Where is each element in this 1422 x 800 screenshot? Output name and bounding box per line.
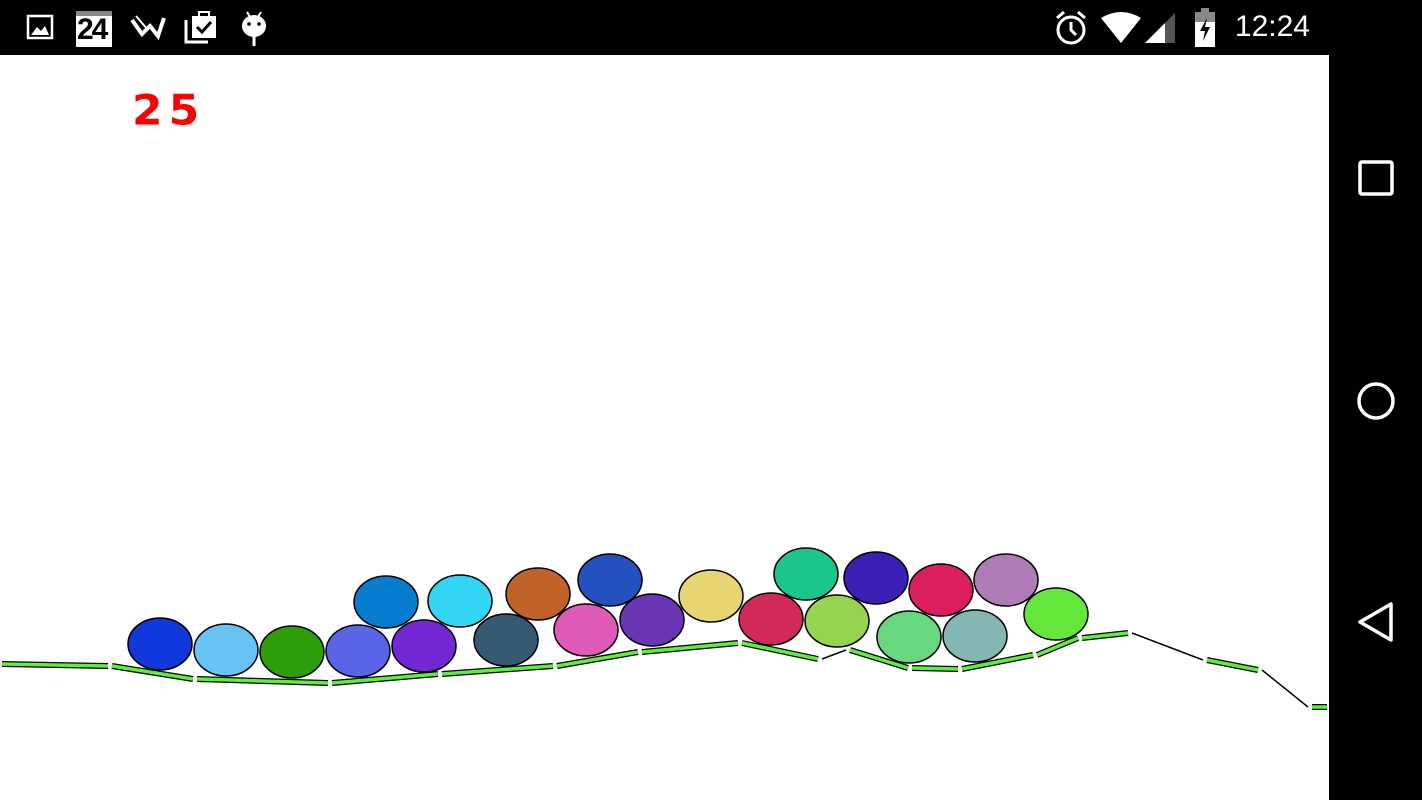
ball[interactable] [127, 617, 193, 671]
terrain-segment [821, 649, 847, 660]
terrain-segment [556, 649, 639, 669]
terrain-segment [641, 640, 739, 655]
ball[interactable] [773, 547, 839, 601]
ball[interactable] [325, 624, 391, 678]
calendar-icon: 24 [75, 8, 113, 48]
game-canvas[interactable]: 25 [0, 55, 1329, 800]
ball[interactable] [1023, 587, 1089, 641]
terrain-segment [331, 671, 439, 686]
terrain-segment [961, 652, 1034, 672]
terrain-segment [849, 647, 909, 671]
back-triangle-icon [1358, 602, 1393, 642]
terrain-segment [196, 676, 329, 686]
terrain-segment [1, 661, 109, 669]
cell-signal-icon [1143, 12, 1177, 44]
ball[interactable] [473, 613, 539, 667]
ball[interactable] [193, 623, 259, 677]
ball[interactable] [678, 569, 744, 623]
game-scene[interactable] [0, 55, 1329, 800]
calendar-day: 24 [77, 13, 108, 46]
terrain-segment [111, 663, 194, 682]
status-bar: 24 12:24 [0, 0, 1422, 55]
terrain-segment [1035, 635, 1080, 658]
score-counter: 25 [132, 86, 206, 135]
terrain-segment [1206, 657, 1259, 673]
ball[interactable] [942, 609, 1008, 663]
square-icon [1358, 160, 1394, 196]
terrain-segment [1131, 632, 1204, 661]
ball[interactable] [738, 592, 804, 646]
recents-button[interactable] [1351, 153, 1401, 203]
ball[interactable] [843, 551, 909, 605]
terrain-segment [1261, 669, 1309, 708]
android-icon [240, 10, 268, 48]
ball[interactable] [973, 553, 1039, 607]
ball[interactable] [577, 553, 643, 607]
back-button[interactable] [1351, 597, 1401, 647]
ball[interactable] [427, 574, 493, 628]
push-icon [128, 12, 166, 44]
alarm-icon [1054, 10, 1088, 46]
ball[interactable] [505, 567, 571, 621]
image-icon [26, 14, 54, 40]
navigation-bar [1329, 55, 1422, 800]
terrain-segment [441, 663, 554, 677]
clipboard-check-icon [184, 10, 218, 44]
wifi-icon [1100, 12, 1142, 44]
terrain-segment [1081, 630, 1129, 641]
battery-charging-icon [1194, 8, 1216, 48]
ball[interactable] [876, 610, 942, 664]
ball[interactable] [908, 563, 974, 617]
home-button[interactable] [1351, 376, 1401, 426]
circle-icon [1357, 382, 1395, 420]
ball[interactable] [391, 619, 457, 673]
ball[interactable] [619, 593, 685, 647]
clock: 12:24 [1234, 10, 1310, 43]
terrain-segment [911, 665, 959, 672]
terrain-segment [741, 640, 819, 662]
ball[interactable] [259, 625, 325, 679]
ball[interactable] [353, 575, 419, 629]
ball[interactable] [804, 594, 870, 648]
ball[interactable] [553, 603, 619, 657]
